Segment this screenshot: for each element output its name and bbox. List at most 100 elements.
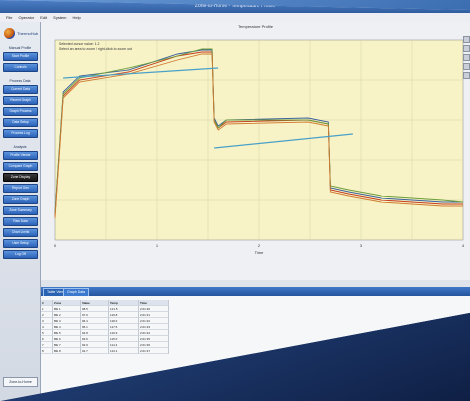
table-row[interactable]: 1 Blk 1 98.5 121.5 2:01:30: [41, 306, 211, 312]
menu-item[interactable]: Operator: [18, 15, 35, 20]
sidebar-button[interactable]: Recent Graph: [3, 96, 38, 105]
sidebar-button[interactable]: Log Off: [3, 250, 38, 259]
table-cell: Blk 6: [53, 336, 81, 342]
app-logo: ThermoHub: [2, 26, 38, 42]
globe-icon: [4, 28, 15, 39]
x-tick-label: 3: [360, 243, 363, 248]
sidebar-button[interactable]: User Setup: [3, 239, 38, 248]
sidebar-button[interactable]: Start Profile: [3, 52, 38, 61]
sidebar-button[interactable]: Zone Graph: [3, 195, 38, 204]
table-row[interactable]: 3 Blk 3 96.4 118.2 2:01:32: [41, 318, 211, 324]
table-cell: 2:01:33: [139, 324, 169, 330]
print-icon[interactable]: [463, 63, 470, 70]
table-row[interactable]: 4 Blk 4 95.1 117.5 2:01:33: [41, 324, 211, 330]
table-cell: 92.9: [81, 342, 109, 348]
zoom-in-icon[interactable]: [463, 36, 470, 43]
table-cell: 94.8: [81, 330, 109, 336]
table-cell: 4: [41, 324, 53, 330]
table-cell: 3: [41, 318, 53, 324]
menu-item[interactable]: System: [53, 15, 67, 20]
bottom-tab-bar: Table View Graph Data: [41, 287, 470, 297]
table-cell: 93.6: [81, 336, 109, 342]
chart-legend-text: Select an area to zoom / right-click to …: [59, 47, 132, 51]
reference-line: [214, 133, 353, 149]
column-header: Time: [139, 300, 169, 306]
table-cell: 96.4: [81, 318, 109, 324]
table-cell: 7: [41, 342, 53, 348]
x-tick-label: 2: [258, 243, 261, 248]
table-cell: Blk 1: [53, 306, 81, 312]
column-header: #: [41, 300, 53, 306]
table-cell: 2:01:34: [139, 330, 169, 336]
sidebar-heading: Analysis: [13, 145, 27, 149]
column-header: Zone: [53, 300, 81, 306]
window-title: Zone-to-Home - Temperature Profile: [194, 3, 276, 9]
sidebar-button[interactable]: Current Data: [3, 85, 38, 94]
series-line: [54, 53, 463, 219]
table-cell: Blk 7: [53, 342, 81, 348]
sidebar-button[interactable]: Profile Viewer: [3, 151, 38, 160]
data-grid-panel: # Zone Value Temp Time 1 Blk 1 98.5 121.5 2:01:30…: [41, 296, 470, 401]
table-cell: 113.1: [109, 348, 139, 354]
table-cell: 2:01:35: [139, 336, 169, 342]
sidebar-button[interactable]: Zone Display: [3, 173, 38, 182]
menu-item[interactable]: File: [6, 15, 13, 20]
save-icon[interactable]: [463, 72, 470, 79]
table-header-row: # Zone Value Temp Time: [41, 300, 211, 306]
table-row[interactable]: 5 Blk 5 94.8 116.9 2:01:34: [41, 330, 211, 336]
table-cell: 2:01:37: [139, 348, 169, 354]
table-cell: 118.2: [109, 318, 139, 324]
table-cell: 2: [41, 312, 53, 318]
series-line: [54, 48, 464, 215]
table-row[interactable]: 8 Blk 8 91.7 113.1 2:01:37: [41, 348, 211, 354]
table-cell: Blk 3: [53, 318, 81, 324]
pan-icon[interactable]: [463, 54, 470, 61]
table-cell: Blk 5: [53, 330, 81, 336]
sidebar-button[interactable]: Zone Summary: [3, 206, 38, 215]
menu-item[interactable]: Help: [72, 15, 81, 20]
table-cell: 98.5: [81, 306, 109, 312]
table-cell: 1: [41, 306, 53, 312]
table-cell: 115.0: [109, 336, 139, 342]
sidebar-heading: Process Data: [9, 79, 31, 83]
sidebar-footer: Zone-to-Home: [3, 377, 38, 387]
menu-item[interactable]: Edit: [40, 15, 48, 20]
table-cell: Blk 4: [53, 324, 81, 330]
table-row[interactable]: 7 Blk 7 92.9 114.4 2:01:36: [41, 342, 211, 348]
table-cell: 117.5: [109, 324, 139, 330]
sidebar-button[interactable]: Graph Process: [3, 107, 38, 116]
x-tick-label: 4: [462, 243, 465, 248]
column-header: Value: [81, 300, 109, 306]
zoom-out-icon[interactable]: [463, 45, 470, 52]
sidebar-button[interactable]: Chart Limits: [3, 228, 38, 237]
table-row[interactable]: 2 Blk 2 97.0 119.8 2:01:31: [41, 312, 211, 318]
table-row[interactable]: 6 Blk 6 93.6 115.0 2:01:35: [41, 336, 211, 342]
table-cell: 2:01:36: [139, 342, 169, 348]
sidebar-heading: Manual Profile: [8, 46, 32, 50]
chart-legend-text: Selected cursor value: 1.2: [59, 42, 100, 46]
table-cell: 2:01:31: [139, 312, 169, 318]
x-tick-label: 0: [54, 243, 57, 248]
table-cell: 5: [41, 330, 53, 336]
table-cell: 119.8: [109, 312, 139, 318]
sidebar-button[interactable]: Raw Data: [3, 217, 38, 226]
table-cell: 6: [41, 336, 53, 342]
reference-line: [63, 67, 219, 79]
series-line: [54, 49, 463, 213]
table-cell: 121.5: [109, 306, 139, 312]
column-header: Temp: [109, 300, 139, 306]
sidebar-button[interactable]: Controls: [3, 63, 38, 72]
sidebar-button[interactable]: Report Gen: [3, 184, 38, 193]
window-title-bar: Zone-to-Home - Temperature Profile 10:05…: [0, 0, 470, 13]
sidebar-button[interactable]: Process Log: [3, 129, 38, 138]
x-axis-label: Time: [255, 250, 265, 255]
sidebar-button[interactable]: Compare Graph: [3, 162, 38, 171]
sidebar: ThermoHub Zone-to-Home Manual Profile Sta…: [0, 22, 41, 401]
x-tick-label: 1: [156, 243, 159, 248]
table-cell: Blk 8: [53, 348, 81, 354]
app-name: ThermoHub: [17, 31, 39, 36]
sidebar-button[interactable]: Data Setup: [3, 118, 38, 127]
table-cell: 97.0: [81, 312, 109, 318]
